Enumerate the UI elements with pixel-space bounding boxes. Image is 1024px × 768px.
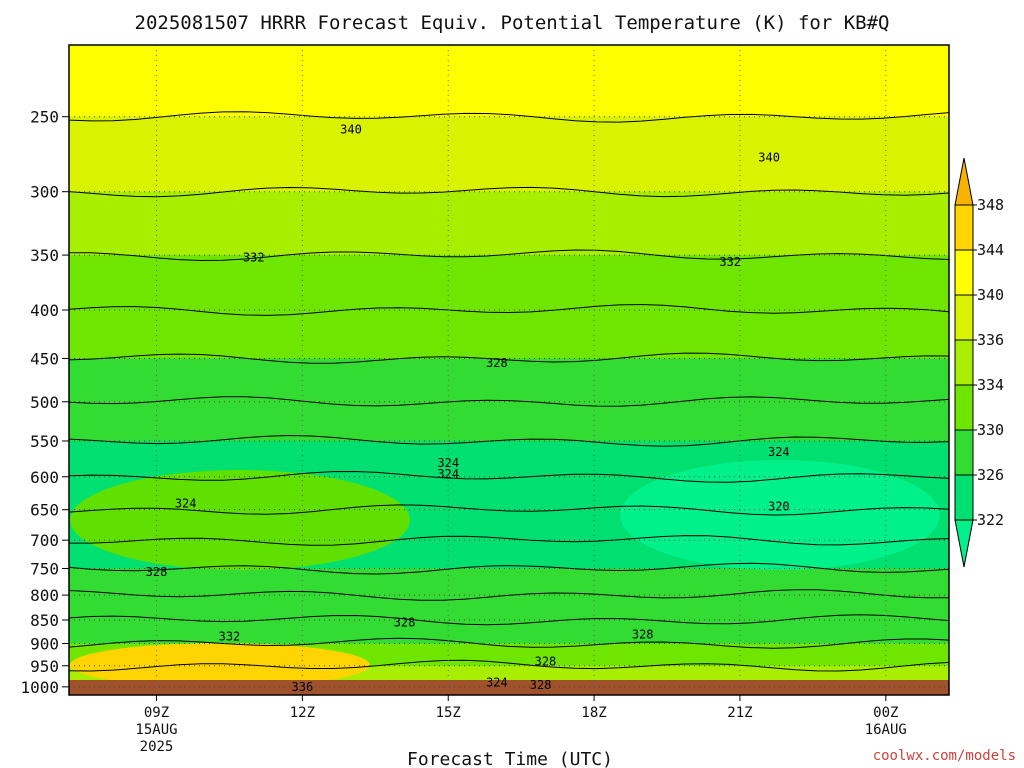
contour-line [68,186,950,198]
y-tick-label: 500 [30,393,59,412]
theta-e-band [69,116,949,192]
y-tick-label: 800 [30,586,59,605]
x-tick-label: 16AUG [865,722,907,738]
theta-e-band [69,45,949,117]
colorbar-label: 334 [977,376,1004,394]
y-tick-label: 750 [30,560,59,579]
contour-label: 328 [486,356,508,370]
contour-label: 328 [394,615,416,629]
theta-e-band [69,620,949,644]
theta-e-band [69,255,949,311]
credit-text: coolwx.com/models [873,748,1016,764]
contour-line [68,659,950,672]
contour-label: 340 [340,123,362,137]
x-tick-label: 15AUG [135,722,177,738]
contour-label: 340 [758,150,780,164]
ground-surface [69,680,949,695]
y-tick-label: 300 [30,183,59,202]
colorbar-swatch [954,474,974,521]
contour-line [68,303,950,316]
chart-title: 2025081507 HRRR Forecast Equiv. Potentia… [135,12,890,34]
contour-label: 328 [530,678,552,692]
contour-line [68,562,950,575]
colorbar-label: 336 [977,331,1004,349]
colorbar-swatch [954,429,974,476]
colorbar-swatch [954,294,974,341]
colorbar-label: 326 [977,466,1004,484]
contour-label: 324 [175,496,197,510]
colorbar-label: 340 [977,286,1004,304]
y-tick-label: 650 [30,501,59,520]
contour-label: 324 [486,676,508,690]
theta-e-band [69,595,949,621]
y-axis: 250 300 350 400 450 500 550 600 650 700 750 800 850 9… [20,108,69,697]
y-tick-label: 950 [30,657,59,676]
y-tick-label: 900 [30,635,59,654]
contour-label: 328 [632,627,654,641]
x-axis-title: Forecast Time (UTC) [407,749,613,768]
contour-label: 320 [768,500,790,514]
colorbar-label: 322 [977,511,1004,529]
x-tick-label: 00Z [873,705,898,721]
theta-e-band [69,191,949,256]
y-tick-label: 850 [30,611,59,630]
contour-line [68,614,950,626]
x-tick-label: 12Z [290,705,315,721]
theta-e-band [69,568,949,596]
colorbar-swatch [954,249,974,296]
y-tick-label: 600 [30,468,59,487]
contour-line [68,470,950,483]
colorbar-label: 344 [977,241,1004,259]
theta-e-band [69,358,949,402]
contour-label: 336 [292,680,314,694]
contour-label: 328 [146,565,168,579]
colorbar-label: 348 [977,196,1004,214]
contour-label: 324 [437,467,459,481]
contour-line [68,352,950,364]
contour-label: 332 [219,630,241,644]
y-tick-label: 350 [30,246,59,265]
y-tick-label: 450 [30,349,59,368]
x-tick-label: 15Z [436,705,461,721]
colorbar: 348 344 340 336 334 330 326 322 [954,157,1004,568]
contour-line [69,535,950,546]
theta-e-region-336 [70,643,370,687]
theta-e-region-328 [70,470,410,570]
x-tick-label: 21Z [727,705,752,721]
contour-line [68,434,950,447]
theta-e-band [69,310,949,359]
y-tick-label: 400 [30,301,59,320]
y-tick-label: 700 [30,531,59,550]
contour-label: 332 [719,255,741,269]
y-tick-label: 1000 [20,678,59,697]
colorbar-label: 330 [977,421,1004,439]
contour-label: 324 [768,445,790,459]
contour-label: 328 [535,654,557,668]
plot-frame [68,44,950,696]
colorbar-swatch [954,384,974,431]
contour-line [68,637,950,649]
contour-line [68,504,950,516]
x-tick-label: 18Z [581,705,606,721]
x-tick-label: 09Z [144,705,169,721]
colorbar-swatch [954,339,974,386]
theta-e-band [69,401,949,441]
contour-line [68,111,950,123]
colorbar-top-arrow [954,157,974,206]
y-tick-label: 250 [30,108,59,127]
contour-label: 324 [437,456,459,470]
x-tick-label: 2025 [140,739,174,755]
contour-line [68,396,950,407]
contour-line [68,249,950,262]
y-tick-label: 550 [30,432,59,451]
colorbar-swatch [954,204,974,251]
colorbar-bottom-arrow [954,519,974,568]
contour-label: 332 [243,250,265,264]
